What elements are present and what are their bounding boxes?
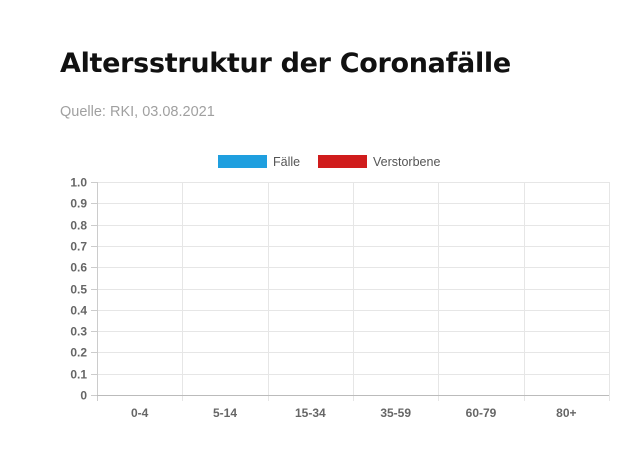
y-axis-ticks: 0 0.1 0.2 0.3 0.4 0.5 0.6 0.7 0.8 0.9 1.0 <box>70 176 87 403</box>
x-axis-ticks: 0-4 5-14 15-34 35-59 60-79 80+ <box>131 406 577 420</box>
legend-swatch-fälle[interactable] <box>218 155 267 168</box>
source-note: Quelle: RKI, 03.08.2021 <box>60 104 215 120</box>
y-tick-label: 0 <box>80 389 87 403</box>
y-tick-label: 1.0 <box>70 176 87 190</box>
legend-label[interactable]: Verstorbene <box>373 155 440 169</box>
y-tick-label: 0.4 <box>70 304 87 318</box>
y-tick-label: 0.9 <box>70 197 87 211</box>
y-tick-label: 0.2 <box>70 346 87 360</box>
chart-axes <box>91 182 609 396</box>
y-tick-label: 0.1 <box>70 368 87 382</box>
x-tick-label: 0-4 <box>131 406 149 420</box>
y-tick-label: 0.8 <box>70 219 87 233</box>
y-tick-label: 0.7 <box>70 240 87 254</box>
legend-label[interactable]: Fälle <box>273 155 300 169</box>
chart-grid <box>97 182 610 401</box>
y-tick-label: 0.5 <box>70 283 87 297</box>
x-tick-label: 35-59 <box>380 406 411 420</box>
x-tick-label: 15-34 <box>295 406 326 420</box>
y-tick-label: 0.6 <box>70 261 87 275</box>
chart-title: Altersstruktur der Coronafälle <box>60 48 511 79</box>
x-tick-label: 80+ <box>556 406 576 420</box>
x-tick-label: 60-79 <box>466 406 497 420</box>
x-tick-label: 5-14 <box>213 406 237 420</box>
chart-legend[interactable]: Fälle Verstorbene <box>218 155 440 169</box>
legend-swatch-verstorbene[interactable] <box>318 155 367 168</box>
y-tick-label: 0.3 <box>70 325 87 339</box>
